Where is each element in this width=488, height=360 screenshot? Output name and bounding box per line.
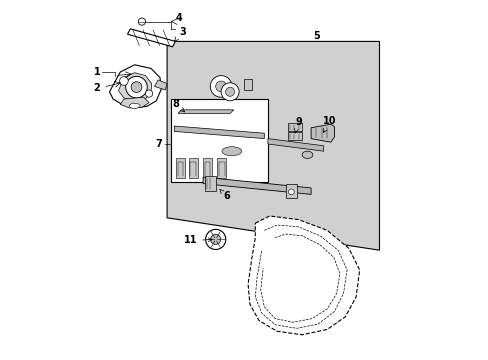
Polygon shape [247, 216, 359, 335]
Bar [204, 176, 215, 191]
Bar [217, 158, 226, 178]
Polygon shape [127, 29, 175, 47]
Circle shape [138, 18, 145, 25]
Text: 10: 10 [323, 116, 336, 132]
Ellipse shape [302, 151, 312, 158]
Polygon shape [154, 80, 167, 90]
Bar [188, 158, 197, 178]
Bar [287, 123, 302, 131]
Circle shape [210, 234, 220, 244]
Bar [285, 184, 296, 198]
Bar [244, 79, 252, 90]
Text: 11: 11 [183, 235, 212, 246]
Circle shape [120, 77, 128, 85]
Polygon shape [109, 65, 162, 108]
Circle shape [125, 76, 147, 98]
Text: 3: 3 [174, 27, 185, 41]
Bar [203, 158, 212, 178]
Polygon shape [120, 97, 149, 108]
Bar [176, 158, 185, 178]
Bar [170, 99, 267, 182]
Polygon shape [167, 41, 379, 250]
Ellipse shape [129, 103, 140, 108]
Polygon shape [310, 124, 334, 142]
Text: 5: 5 [312, 31, 319, 41]
Bar [287, 132, 302, 140]
Circle shape [221, 83, 239, 101]
Polygon shape [118, 73, 151, 102]
Text: 2: 2 [94, 83, 101, 93]
Text: 6: 6 [220, 190, 229, 201]
Text: 9: 9 [294, 117, 301, 133]
Polygon shape [174, 126, 264, 139]
Polygon shape [267, 139, 323, 151]
Circle shape [205, 229, 225, 249]
Circle shape [145, 90, 152, 97]
Text: 7: 7 [155, 139, 162, 149]
Text: 8: 8 [172, 99, 184, 112]
Text: 4: 4 [176, 13, 183, 23]
Circle shape [288, 189, 294, 195]
Circle shape [131, 82, 142, 93]
Polygon shape [203, 177, 310, 194]
Circle shape [225, 87, 234, 96]
Text: 1: 1 [94, 67, 101, 77]
Ellipse shape [222, 147, 241, 156]
Polygon shape [178, 110, 233, 113]
Circle shape [215, 81, 226, 92]
Circle shape [210, 76, 231, 97]
